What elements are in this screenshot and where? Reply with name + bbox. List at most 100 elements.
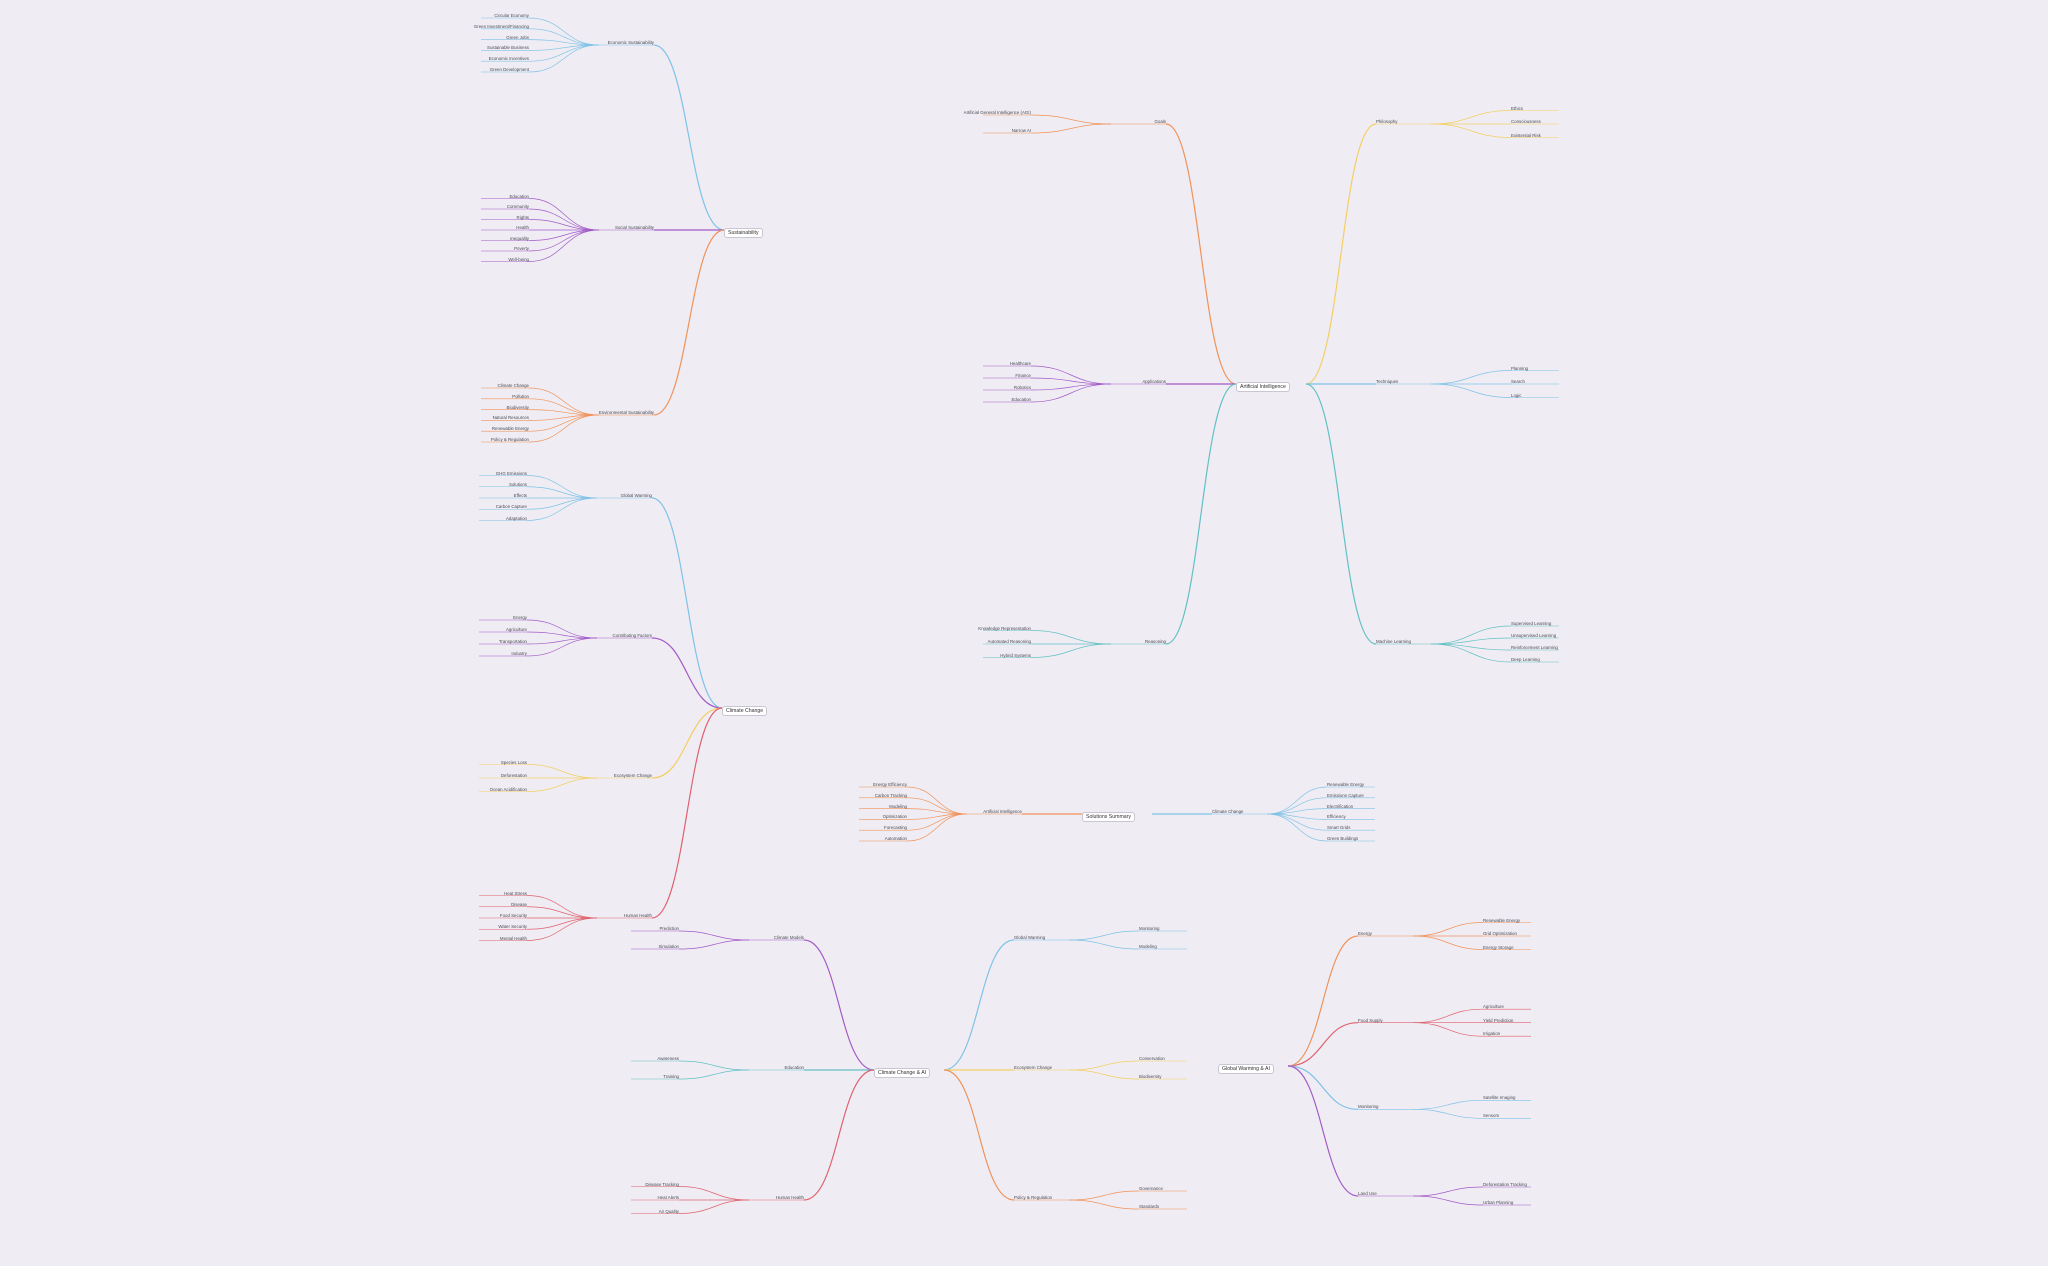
leaf-0-2-3[interactable]: Natural Resources bbox=[492, 415, 529, 421]
leaf-5-3-1[interactable]: Urban Planning bbox=[1483, 1200, 1514, 1205]
branch-2-1[interactable]: Goals bbox=[1154, 119, 1166, 124]
branch-4-4[interactable]: Policy & Regulation bbox=[1014, 1195, 1053, 1200]
leaf-4-0-0[interactable]: Monitoring bbox=[1139, 926, 1160, 931]
leaf-3-1-2[interactable]: Modeling bbox=[889, 803, 907, 809]
leaf-0-2-0[interactable]: Climate Change bbox=[497, 383, 529, 388]
leaf-4-5-2[interactable]: Air Quality bbox=[658, 1208, 679, 1214]
leaf-2-2-1[interactable]: Search bbox=[1511, 379, 1525, 384]
leaf-3-1-5[interactable]: Automation bbox=[884, 836, 907, 841]
leaf-1-3-3[interactable]: Water Security bbox=[498, 924, 527, 930]
branch-4-2[interactable]: Ecosystem Change bbox=[1014, 1065, 1053, 1070]
leaf-2-4-3[interactable]: Deep Learning bbox=[1511, 657, 1540, 662]
root-node-climate-change-ai[interactable]: Climate Change & AI bbox=[874, 1068, 931, 1078]
leaf-5-1-1[interactable]: Yield Prediction bbox=[1483, 1017, 1514, 1023]
leaf-3-0-5[interactable]: Green Buildings bbox=[1327, 836, 1359, 841]
leaf-1-3-4[interactable]: Mental Health bbox=[499, 935, 527, 941]
branch-1-2[interactable]: Ecosystem Change bbox=[613, 773, 652, 778]
branch-4-5[interactable]: Human Health bbox=[775, 1195, 804, 1200]
leaf-3-0-2[interactable]: Electrification bbox=[1327, 803, 1354, 809]
leaf-4-3-0[interactable]: Awareness bbox=[657, 1056, 679, 1061]
branch-4-3[interactable]: Education bbox=[784, 1065, 804, 1070]
leaf-0-1-4[interactable]: Inequality bbox=[510, 235, 529, 241]
leaf-2-2-0[interactable]: Planning bbox=[1511, 365, 1529, 371]
leaf-0-1-1[interactable]: Community bbox=[506, 204, 529, 209]
leaf-1-3-1[interactable]: Disease bbox=[511, 901, 527, 907]
branch-2-2[interactable]: Techniques bbox=[1376, 379, 1399, 384]
leaf-1-1-2[interactable]: Transportation bbox=[498, 639, 527, 644]
branch-1-0[interactable]: Global Warming bbox=[620, 493, 652, 498]
leaf-5-2-0[interactable]: Satellite Imaging bbox=[1483, 1095, 1516, 1101]
branch-3-0[interactable]: Climate Change bbox=[1212, 809, 1244, 814]
leaf-0-2-4[interactable]: Renewable Energy bbox=[491, 426, 529, 432]
leaf-3-0-3[interactable]: Efficiency bbox=[1327, 814, 1346, 820]
leaf-0-1-3[interactable]: Health bbox=[516, 225, 529, 230]
leaf-2-1-1[interactable]: Narrow AI bbox=[1011, 128, 1031, 133]
branch-5-2[interactable]: Monitoring bbox=[1358, 1104, 1379, 1110]
leaf-2-3-1[interactable]: Finance bbox=[1015, 373, 1031, 378]
leaf-1-1-1[interactable]: Agriculture bbox=[506, 627, 527, 632]
branch-0-0[interactable]: Economic Sustainability bbox=[607, 40, 654, 45]
leaf-5-0-0[interactable]: Renewable Energy bbox=[1483, 917, 1521, 923]
leaf-0-1-0[interactable]: Education bbox=[509, 193, 529, 199]
leaf-2-5-2[interactable]: Hybrid Systems bbox=[1000, 652, 1031, 658]
leaf-4-2-1[interactable]: Biodiversity bbox=[1139, 1074, 1162, 1079]
leaf-1-2-1[interactable]: Deforestation bbox=[500, 773, 527, 778]
leaf-2-4-1[interactable]: Unsupervised Learning bbox=[1511, 633, 1557, 638]
root-node-sustainability[interactable]: Sustainability bbox=[724, 228, 763, 238]
leaf-5-1-2[interactable]: Irrigation bbox=[1483, 1031, 1501, 1037]
branch-4-1[interactable]: Climate Models bbox=[773, 935, 804, 940]
leaf-3-0-1[interactable]: Emissions Capture bbox=[1327, 792, 1364, 798]
leaf-1-3-0[interactable]: Heat Stress bbox=[504, 890, 527, 896]
leaf-3-1-0[interactable]: Energy Efficiency bbox=[873, 782, 907, 787]
root-node-climate-change[interactable]: Climate Change bbox=[722, 706, 768, 716]
root-node-global-warming-ai[interactable]: Global Warming & AI bbox=[1218, 1064, 1274, 1074]
leaf-1-0-4[interactable]: Adaptation bbox=[506, 515, 527, 521]
leaf-5-0-2[interactable]: Energy Storage bbox=[1483, 944, 1514, 950]
branch-0-1[interactable]: Social Sustainability bbox=[614, 225, 654, 230]
branch-0-2[interactable]: Environmental Sustainability bbox=[598, 410, 654, 415]
leaf-0-2-1[interactable]: Pollution bbox=[512, 393, 529, 399]
leaf-4-1-0[interactable]: Prediction bbox=[659, 926, 679, 931]
branch-1-1[interactable]: Contributing Factors bbox=[612, 633, 652, 638]
leaf-0-0-5[interactable]: Green Development bbox=[489, 67, 529, 72]
leaf-2-0-0[interactable]: Ethics bbox=[1511, 105, 1523, 111]
leaf-4-4-1[interactable]: Standards bbox=[1139, 1204, 1160, 1209]
leaf-1-2-0[interactable]: Species Loss bbox=[500, 759, 527, 765]
branch-4-0[interactable]: Global Warming bbox=[1014, 935, 1046, 940]
root-node-artificial-intelligence[interactable]: Artificial Intelligence bbox=[1236, 382, 1290, 392]
branch-2-5[interactable]: Reasoning bbox=[1145, 639, 1166, 644]
leaf-0-1-2[interactable]: Rights bbox=[516, 214, 529, 220]
leaf-1-3-2[interactable]: Food Security bbox=[499, 913, 527, 918]
leaf-4-1-1[interactable]: Simulation bbox=[658, 944, 680, 949]
leaf-2-5-1[interactable]: Automated Reasoning bbox=[987, 639, 1031, 644]
leaf-0-2-2[interactable]: Biodiversity bbox=[506, 404, 529, 410]
leaf-4-5-1[interactable]: Heat Alerts bbox=[657, 1195, 679, 1200]
leaf-1-0-3[interactable]: Carbon Capture bbox=[495, 504, 527, 510]
leaf-0-0-2[interactable]: Green Jobs bbox=[506, 34, 529, 40]
leaf-0-0-3[interactable]: Sustainable Business bbox=[487, 45, 529, 51]
leaf-1-0-0[interactable]: GHG Emissions bbox=[495, 470, 527, 476]
leaf-3-1-4[interactable]: Forecasting bbox=[884, 825, 907, 831]
leaf-0-1-6[interactable]: Well-being bbox=[508, 256, 529, 262]
leaf-5-1-0[interactable]: Agriculture bbox=[1483, 1004, 1504, 1010]
leaf-1-0-2[interactable]: Effects bbox=[513, 493, 527, 498]
leaf-4-3-1[interactable]: Training bbox=[663, 1074, 679, 1079]
branch-5-3[interactable]: Land Use bbox=[1358, 1191, 1377, 1196]
leaf-2-5-0[interactable]: Knowledge Representation bbox=[978, 625, 1031, 631]
leaf-3-1-1[interactable]: Carbon Tracking bbox=[874, 792, 907, 798]
leaf-0-0-0[interactable]: Circular Economy bbox=[494, 13, 529, 18]
leaf-0-0-1[interactable]: Green Investment/Financing bbox=[473, 23, 529, 29]
leaf-3-0-4[interactable]: Smart Grids bbox=[1327, 825, 1351, 831]
leaf-1-1-3[interactable]: Industry bbox=[511, 651, 527, 656]
leaf-2-3-3[interactable]: Education bbox=[1011, 397, 1031, 402]
leaf-2-0-1[interactable]: Consciousness bbox=[1511, 119, 1541, 124]
branch-5-1[interactable]: Food Supply bbox=[1358, 1017, 1383, 1023]
leaf-4-0-1[interactable]: Modeling bbox=[1139, 944, 1157, 949]
branch-2-3[interactable]: Applications bbox=[1142, 379, 1166, 384]
branch-2-4[interactable]: Machine Learning bbox=[1376, 639, 1411, 644]
leaf-2-1-0[interactable]: Artificial General Intelligence (AGI) bbox=[963, 110, 1031, 115]
branch-3-1[interactable]: Artificial Intelligence bbox=[983, 809, 1022, 814]
leaf-3-1-3[interactable]: Optimization bbox=[882, 814, 907, 820]
leaf-4-5-0[interactable]: Disease Tracking bbox=[645, 1181, 679, 1187]
root-node-solutions-summary[interactable]: Solutions Summary bbox=[1082, 812, 1135, 822]
